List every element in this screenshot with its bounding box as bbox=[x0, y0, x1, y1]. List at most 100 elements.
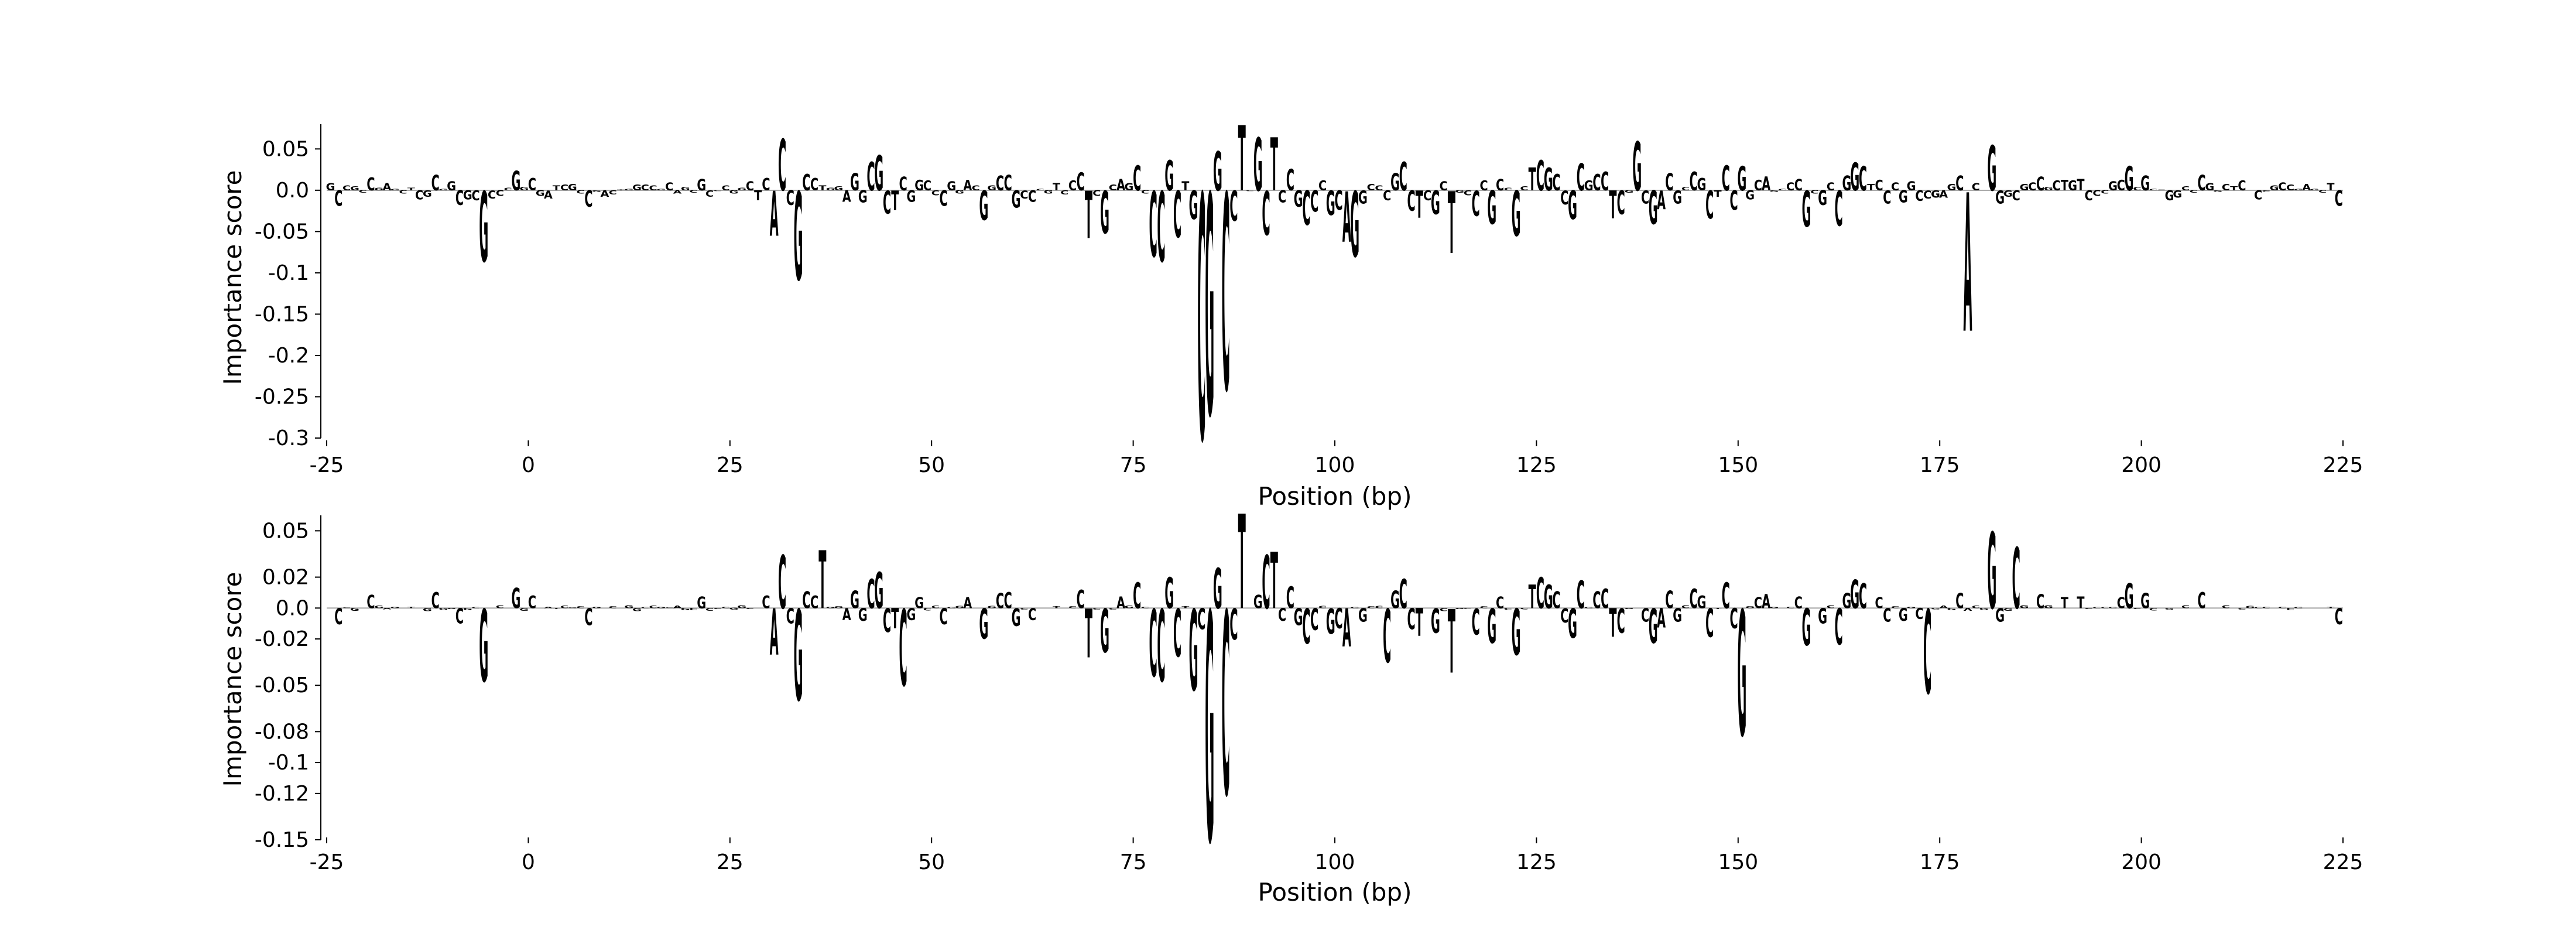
logo-letter-c: C bbox=[2012, 187, 2020, 203]
logo-letter-c: C bbox=[810, 175, 818, 194]
logo-letter-a: A bbox=[1657, 186, 1666, 216]
logo-letter-c: C bbox=[1504, 608, 1512, 611]
logo-letter-c: C bbox=[923, 177, 931, 193]
logo-letter-c: C bbox=[2335, 186, 2343, 211]
logo-letter-c: C bbox=[802, 587, 810, 614]
logo-letter-t: T bbox=[407, 187, 416, 191]
logo-letter-t: T bbox=[1270, 123, 1278, 207]
logo-letter-c: C bbox=[1665, 169, 1673, 196]
logo-letter-c: C bbox=[1004, 587, 1012, 613]
logo-letter-g: G bbox=[697, 176, 706, 194]
logo-letter-g: G bbox=[1100, 598, 1109, 667]
logo-letter-g: G bbox=[1842, 589, 1852, 613]
logo-letter-t: T bbox=[1238, 107, 1246, 211]
x-tick-label: 200 bbox=[2121, 850, 2161, 874]
logo-letter-g: G bbox=[463, 188, 472, 203]
logo-letter-t: T bbox=[1609, 600, 1616, 647]
logo-letter-c: C bbox=[496, 605, 504, 610]
logo-letter-a: A bbox=[1964, 608, 1973, 612]
logo-letter-c: C bbox=[1601, 167, 1609, 197]
logo-letter-c: C bbox=[1875, 595, 1883, 612]
logo-letter-c: C bbox=[431, 170, 440, 195]
logo-letter-a: A bbox=[963, 177, 972, 194]
logo-letter-c: C bbox=[2190, 190, 2198, 193]
logo-letter-c: C bbox=[1060, 189, 1068, 196]
logo-letter-t: T bbox=[754, 187, 762, 203]
logo-letter-c: C bbox=[1020, 608, 1028, 610]
logo-letter-c: C bbox=[1592, 587, 1601, 614]
logo-letter-c: C bbox=[1754, 595, 1762, 612]
logo-letter-g: G bbox=[1487, 600, 1496, 655]
logo-letter-g: G bbox=[1544, 579, 1553, 616]
logo-letter-g: G bbox=[1931, 189, 1940, 200]
logo-letter-c: C bbox=[1722, 575, 1730, 617]
logo-letter-c: C bbox=[762, 175, 770, 194]
logo-letter-c: C bbox=[1794, 176, 1803, 194]
logo-letter-g: G bbox=[1842, 172, 1852, 196]
top-x-ticks: -25 0 25 50 75 100 125 150 175 200 225 bbox=[310, 440, 2363, 477]
logo-letter-t: T bbox=[2077, 593, 2085, 612]
logo-letter-c: C bbox=[1552, 170, 1560, 196]
logo-letter-c: C bbox=[1028, 188, 1036, 206]
logo-letter-c: C bbox=[705, 189, 714, 200]
logo-letter-c: C bbox=[1318, 606, 1327, 609]
logo-letter-g: G bbox=[463, 608, 472, 611]
logo-letter-a: A bbox=[383, 608, 392, 610]
logo-letter-t: T bbox=[2327, 606, 2335, 608]
logo-letter-g: G bbox=[632, 608, 642, 612]
logo-letter-g: G bbox=[1012, 603, 1021, 632]
logo-letter-c: C bbox=[1883, 606, 1891, 627]
logo-letter-c: C bbox=[1229, 600, 1238, 650]
logo-letter-t: T bbox=[1053, 182, 1061, 193]
logo-letter-g: G bbox=[1253, 123, 1263, 207]
logo-letter-c: C bbox=[883, 185, 891, 221]
logo-letter-g: G bbox=[2020, 605, 2029, 609]
logo-letter-t: T bbox=[818, 184, 826, 192]
logo-letter-c: C bbox=[1197, 602, 1205, 636]
logo-letter-g: G bbox=[1995, 606, 2005, 627]
logo-letter-g: G bbox=[1947, 183, 1957, 193]
logo-letter-c: C bbox=[1440, 608, 1448, 613]
logo-letter-g: G bbox=[1358, 187, 1368, 208]
logo-letter-g: G bbox=[1390, 169, 1400, 196]
logo-letter-c: C bbox=[1681, 605, 1690, 609]
logo-letter-c: C bbox=[2101, 190, 2109, 195]
logo-letter-c: C bbox=[577, 606, 585, 609]
logo-letter-g: G bbox=[656, 606, 666, 608]
logo-letter-g: G bbox=[1979, 608, 1989, 611]
logo-letter-c: C bbox=[1109, 183, 1117, 192]
logo-letter-c: C bbox=[471, 187, 479, 203]
y-tick-label: 0.05 bbox=[262, 137, 309, 161]
logo-letter-c: C bbox=[1375, 606, 1383, 609]
logo-letter-g: G bbox=[1818, 186, 1827, 210]
x-tick-label: 25 bbox=[717, 850, 744, 874]
logo-letter-g: G bbox=[794, 168, 803, 308]
logo-letter-t: T bbox=[1714, 189, 1721, 200]
logo-letter-c: C bbox=[2085, 608, 2093, 610]
logo-letter-g: G bbox=[1995, 187, 2005, 208]
logo-letter-g: G bbox=[1745, 188, 1755, 203]
logo-letter-g: G bbox=[1625, 608, 1634, 609]
logo-letter-c: C bbox=[722, 606, 730, 608]
logo-letter-c: C bbox=[2133, 186, 2141, 191]
logo-letter-c: C bbox=[1641, 606, 1649, 627]
logo-letter-c: C bbox=[2318, 190, 2327, 193]
logo-letter-g: G bbox=[2270, 184, 2279, 192]
logo-letter-g: G bbox=[1294, 187, 1303, 213]
logo-letter-c: C bbox=[1302, 182, 1310, 237]
logo-letter-g: G bbox=[955, 190, 964, 195]
logo-letter-c: C bbox=[2198, 587, 2206, 613]
logo-letter-c: C bbox=[1109, 608, 1117, 610]
logo-letter-c: C bbox=[1875, 177, 1883, 194]
x-tick-label: 50 bbox=[918, 453, 945, 477]
bottom-panel: CCGCGAGTGCGGCGCGCGGCATCGCCGCGGCCGCAGCGCC… bbox=[218, 488, 2363, 915]
logo-letter-g: G bbox=[987, 606, 996, 609]
logo-letter-c: C bbox=[899, 173, 907, 196]
logo-letter-c: C bbox=[1730, 186, 1738, 217]
logo-letter-g: G bbox=[2044, 605, 2053, 610]
y-tick-label: -0.2 bbox=[268, 344, 309, 368]
logo-letter-a: A bbox=[1342, 599, 1351, 660]
logo-letter-c: C bbox=[1407, 185, 1415, 218]
logo-letter-c: C bbox=[2286, 608, 2294, 611]
logo-letter-c: C bbox=[899, 588, 907, 710]
